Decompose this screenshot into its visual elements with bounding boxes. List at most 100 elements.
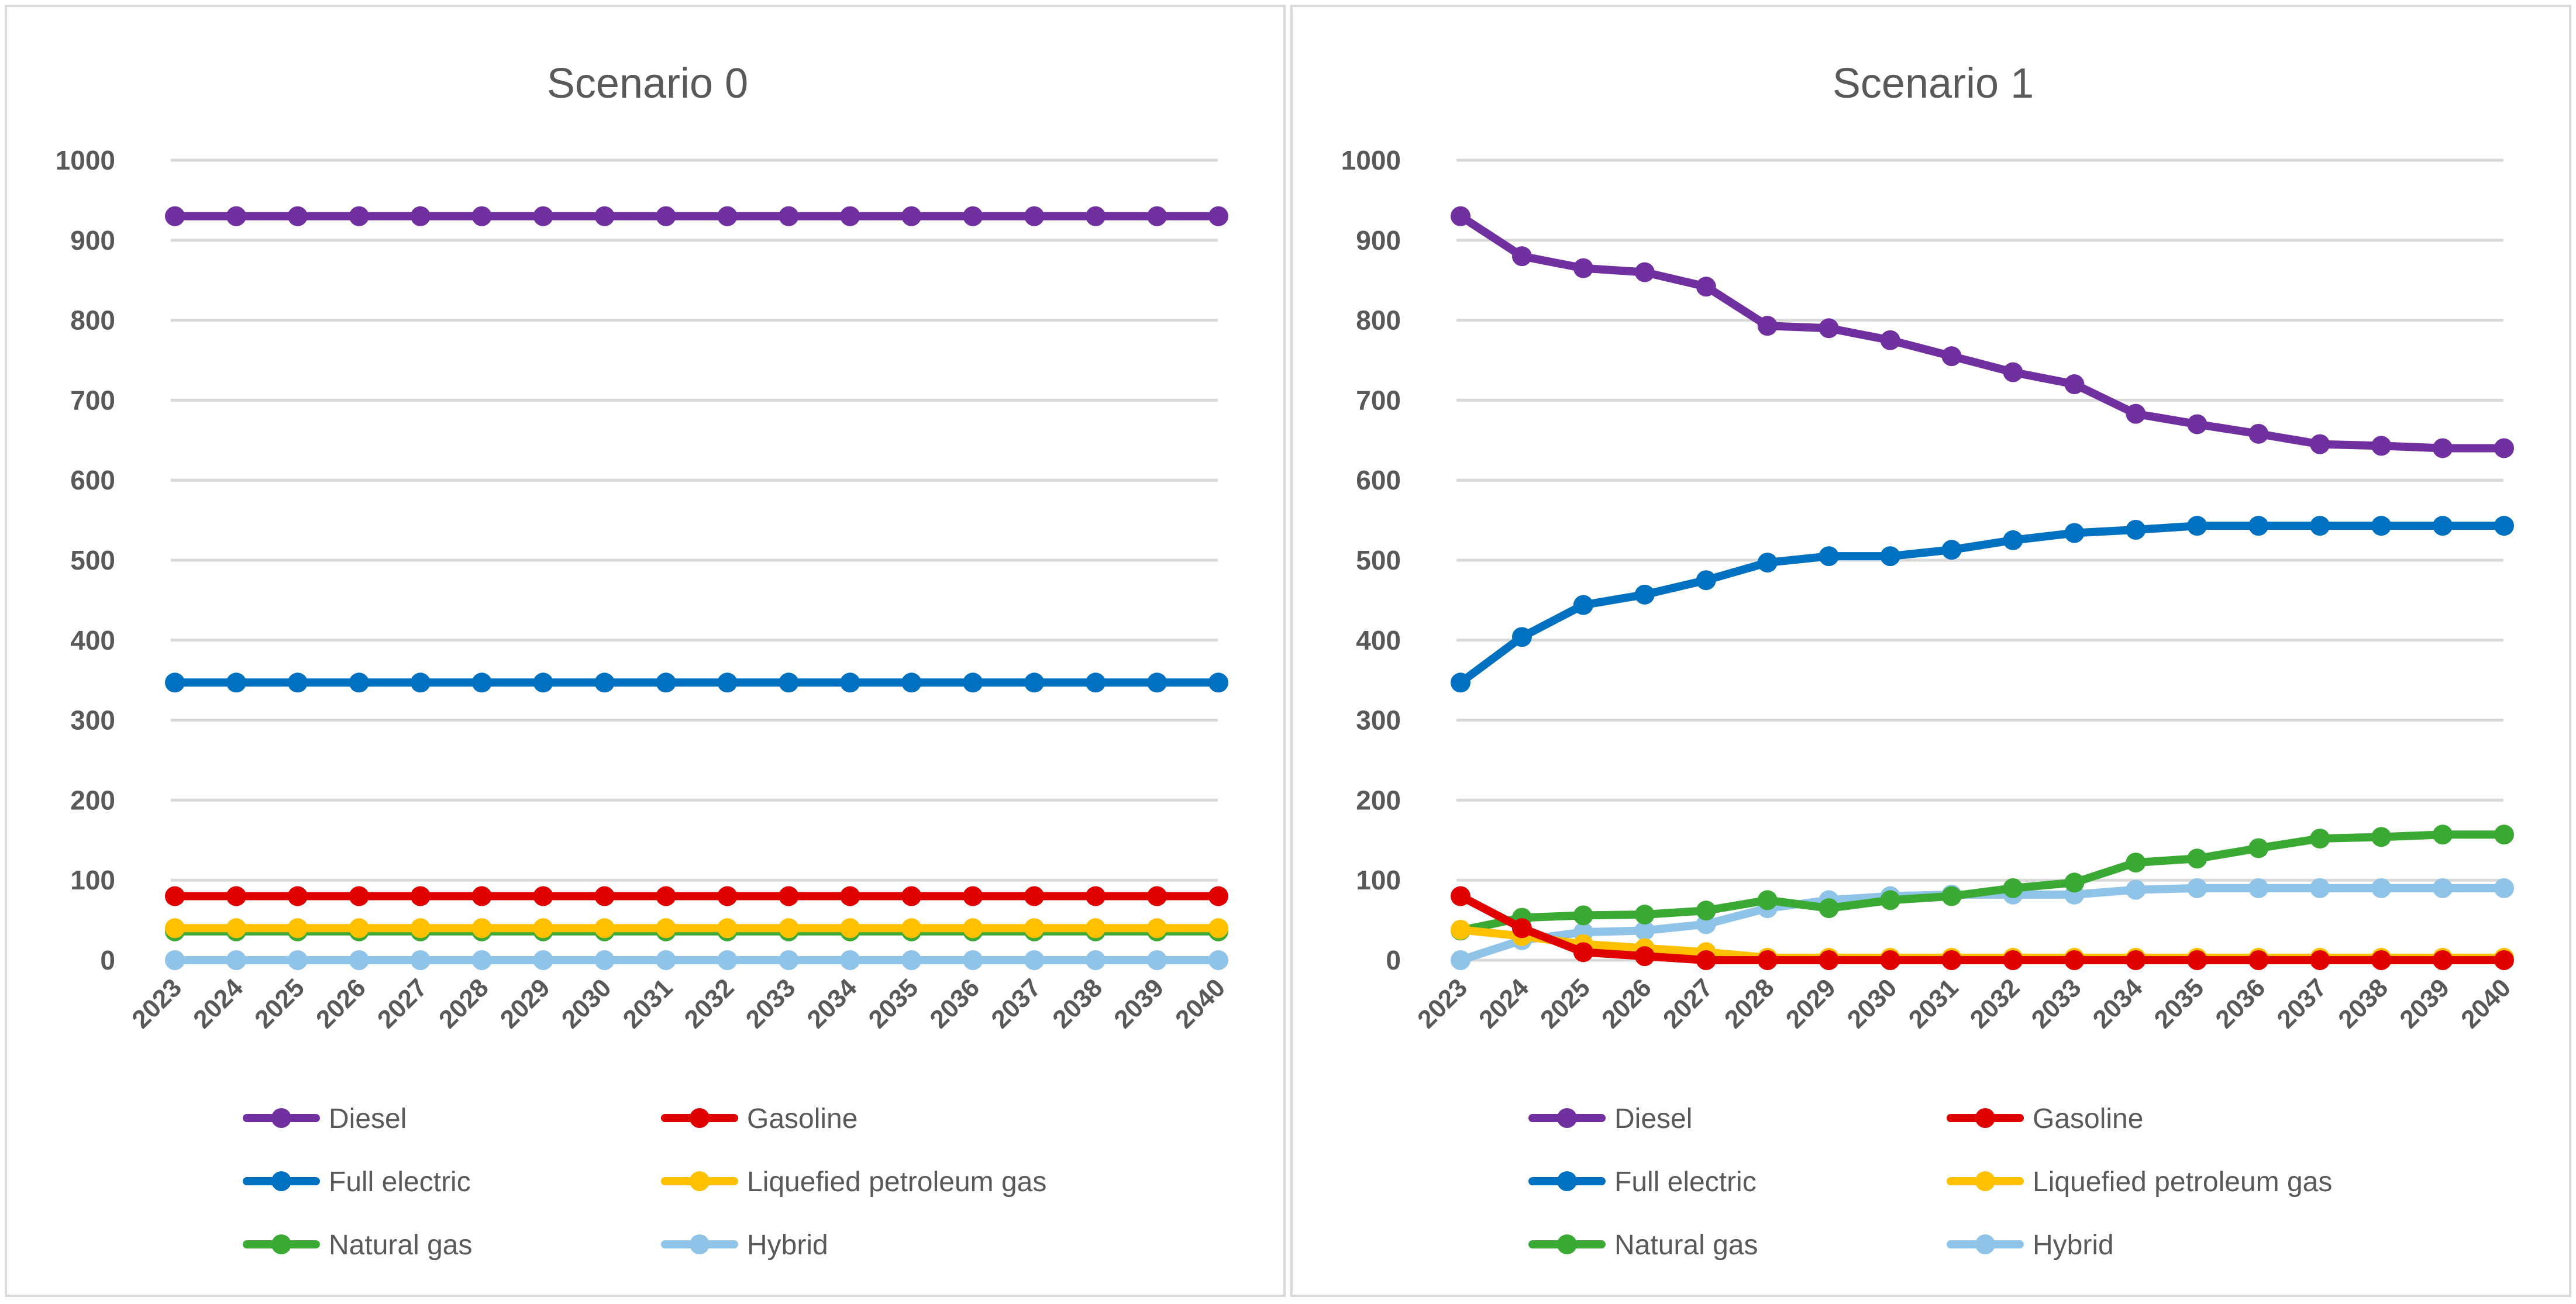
chart-title: Scenario 1: [1833, 60, 2034, 107]
data-point-full-electric: [1941, 540, 1962, 560]
data-point-hybrid: [779, 950, 799, 970]
data-point-natural-gas: [2003, 878, 2023, 898]
data-point-diesel: [779, 206, 799, 226]
data-point-diesel: [2248, 423, 2269, 444]
data-point-natural-gas: [2310, 829, 2330, 849]
data-point-hybrid: [2187, 878, 2207, 898]
data-point-diesel: [1634, 262, 1655, 282]
data-point-full-electric: [1086, 672, 1106, 693]
data-point-diesel: [1511, 246, 1532, 267]
data-point-gasoline: [2433, 950, 2453, 970]
data-point-full-electric: [2126, 520, 2146, 540]
y-tick-label: 700: [70, 385, 115, 415]
data-point-diesel: [1819, 318, 1839, 339]
data-point-hybrid: [594, 950, 615, 970]
data-point-hybrid: [1147, 950, 1168, 970]
data-point-gasoline: [2003, 950, 2023, 970]
data-point-diesel: [1147, 206, 1168, 226]
y-tick-label: 300: [70, 705, 115, 736]
legend-item: Liquefied petroleum gas: [661, 1167, 1046, 1198]
data-point-natural-gas: [1573, 905, 1593, 926]
x-tick-label: 2027: [1658, 973, 1719, 1034]
data-point-gasoline: [2064, 950, 2085, 970]
data-point-diesel: [165, 206, 185, 226]
data-point-full-electric: [1024, 672, 1045, 693]
data-point-gasoline: [1757, 950, 1778, 970]
data-point-liquefied-petroleum-gas: [533, 918, 553, 939]
data-point-hybrid: [656, 950, 676, 970]
data-point-liquefied-petroleum-gas: [349, 918, 369, 939]
series-line-diesel: [1458, 212, 2504, 453]
data-point-hybrid: [533, 950, 553, 970]
data-point-gasoline: [2494, 950, 2514, 970]
data-point-gasoline: [779, 886, 799, 906]
data-point-natural-gas: [2126, 853, 2146, 873]
data-point-full-electric: [533, 672, 553, 693]
data-point-hybrid: [717, 950, 738, 970]
y-tick-label: 400: [1356, 625, 1401, 656]
data-point-hybrid: [2433, 878, 2453, 898]
x-tick-label: 2025: [1535, 973, 1596, 1034]
legend-marker-icon: [690, 1108, 710, 1128]
data-point-hybrid: [1086, 950, 1106, 970]
data-point-liquefied-petroleum-gas: [963, 918, 983, 939]
x-tick-label: 2036: [2210, 973, 2271, 1034]
data-point-natural-gas: [2494, 825, 2514, 845]
scenario-1-chart: Scenario 1 0 100 200 300 400 500 600 700 800 900 10…: [1290, 5, 2571, 1297]
legend-item: Liquefied petroleum gas: [1947, 1167, 2332, 1198]
data-point-gasoline: [349, 886, 369, 906]
y-tick-label: 200: [1356, 785, 1401, 815]
data-point-diesel: [2494, 438, 2514, 458]
data-point-full-electric: [2248, 516, 2269, 536]
data-point-gasoline: [1573, 942, 1593, 963]
data-point-full-electric: [594, 672, 615, 693]
legend-marker-icon: [1557, 1171, 1577, 1191]
x-tick-label: 2039: [1108, 973, 1169, 1034]
data-point-gasoline: [1086, 886, 1106, 906]
legend-label: Natural gas: [329, 1230, 472, 1261]
x-tick-label: 2028: [1719, 973, 1780, 1034]
legend-item: Full electric: [243, 1167, 471, 1198]
data-point-diesel: [901, 206, 922, 226]
data-point-liquefied-petroleum-gas: [594, 918, 615, 939]
scenario-1-plot: Scenario 1 0 100 200 300 400 500 600 700 800 900 10…: [1341, 60, 2516, 1261]
data-point-full-electric: [2187, 516, 2207, 536]
x-tick-label: 2023: [126, 973, 187, 1034]
data-point-gasoline: [2248, 950, 2269, 970]
data-point-hybrid: [1024, 950, 1045, 970]
data-point-gasoline: [1880, 950, 1900, 970]
data-point-hybrid: [410, 950, 431, 970]
data-point-gasoline: [410, 886, 431, 906]
data-point-natural-gas: [2187, 848, 2207, 869]
data-point-natural-gas: [1634, 905, 1655, 925]
data-point-natural-gas: [1941, 886, 1962, 906]
data-point-diesel: [349, 206, 369, 226]
legend-marker-icon: [690, 1171, 710, 1191]
data-point-liquefied-petroleum-gas: [901, 918, 922, 939]
data-point-diesel: [2433, 438, 2453, 458]
x-tick-label: 2023: [1412, 973, 1473, 1034]
data-point-natural-gas: [1757, 890, 1778, 910]
y-tick-label: 800: [70, 305, 115, 336]
legend-marker-icon: [690, 1234, 710, 1254]
data-point-gasoline: [165, 886, 185, 906]
data-point-natural-gas: [1880, 890, 1900, 910]
data-point-hybrid: [1208, 950, 1228, 970]
data-point-diesel: [1573, 258, 1593, 278]
legend-marker-icon: [271, 1171, 291, 1191]
data-point-full-electric: [840, 672, 860, 693]
x-tick-label: 2033: [2026, 973, 2087, 1034]
data-point-natural-gas: [2433, 825, 2453, 845]
y-tick-label: 0: [100, 945, 115, 975]
data-point-gasoline: [656, 886, 676, 906]
legend-item: Natural gas: [243, 1230, 472, 1261]
data-point-diesel: [1086, 206, 1106, 226]
data-point-full-electric: [226, 672, 246, 693]
x-tick-label: 2034: [802, 973, 863, 1034]
x-tick-label: 2031: [1903, 973, 1964, 1034]
y-tick-label: 700: [1356, 385, 1401, 415]
data-point-liquefied-petroleum-gas: [287, 918, 308, 939]
data-point-gasoline: [471, 886, 492, 906]
legend-item: Diesel: [243, 1103, 407, 1134]
data-point-diesel: [533, 206, 553, 226]
